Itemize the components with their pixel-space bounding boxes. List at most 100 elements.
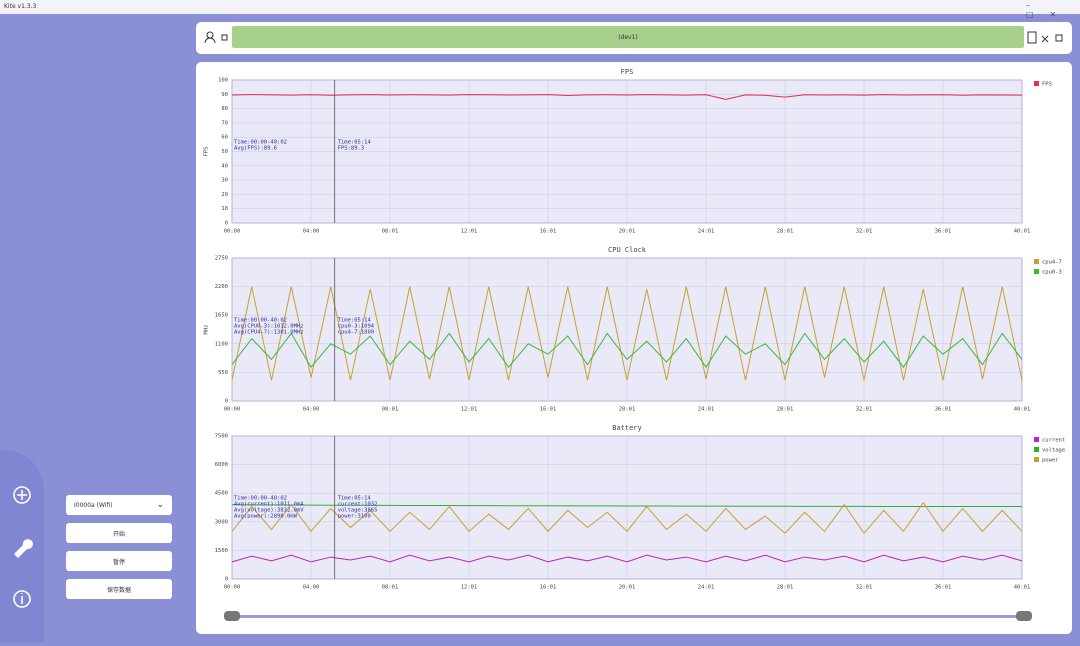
y-axis-label: FPS: [204, 147, 210, 157]
y-tick-label: 0: [225, 577, 228, 583]
x-tick-label: 20:01: [619, 229, 636, 235]
legend-swatch: [1034, 269, 1039, 274]
cursor-label: cpu4-7:1800: [338, 330, 374, 336]
x-tick-label: 16:01: [540, 229, 557, 235]
rail-icons[interactable]: [0, 450, 44, 642]
legend-label: FPS: [1042, 82, 1052, 88]
series-line: [231, 332, 1023, 369]
y-tick-label: 10: [221, 206, 228, 212]
y-tick-label: 90: [221, 92, 228, 98]
x-tick-label: 12:01: [461, 585, 478, 591]
dropdown-text: I0000a (Wifi): [74, 501, 113, 509]
legend-label: cpu4-7: [1042, 260, 1062, 266]
legend-swatch: [1034, 81, 1039, 86]
device-dropdown[interactable]: I0000a (Wifi) ⌄: [66, 495, 172, 515]
legend-swatch: [1034, 437, 1039, 442]
x-tick-label: 12:01: [461, 229, 478, 235]
annotation: Avg(voltage):3832.0mV: [234, 508, 304, 514]
cursor-label: Time:05:14: [338, 496, 372, 502]
x-tick-label: 24:01: [698, 229, 715, 235]
y-tick-label: 30: [221, 178, 228, 184]
x-tick-label: 04:00: [303, 585, 320, 591]
slider-track: [232, 615, 1022, 618]
user-icon[interactable]: [204, 30, 230, 46]
annotation: Time:00:00-40:02: [234, 318, 287, 324]
charts: FPS FPS 0 10 20 30 40 50 60 70 80 90 100 00:00 04:00 08…: [204, 68, 1065, 621]
annotation: Avg(CPU0-3):1012.0MHz: [234, 324, 304, 330]
cursor-label: Time:05:14: [338, 140, 372, 146]
start-button[interactable]: 开始: [66, 523, 172, 543]
y-tick-label: 1100: [215, 341, 228, 347]
cursor-label: power:3100: [338, 514, 371, 520]
pause-button[interactable]: 暂停: [66, 551, 172, 571]
x-tick-label: 20:01: [619, 407, 636, 413]
legend-label: cpu0-3: [1042, 270, 1062, 276]
x-tick-label: 28:01: [777, 585, 794, 591]
legend-label: current: [1042, 438, 1065, 444]
y-tick-label: 40: [221, 163, 228, 169]
icon-rail: [0, 450, 44, 642]
y-axis-label: MHz: [204, 325, 210, 335]
x-tick-label: 32:01: [856, 407, 873, 413]
window-controls[interactable]: –□✕: [1026, 1, 1073, 19]
y-tick-label: 4500: [215, 491, 228, 497]
slider-handle[interactable]: [1016, 611, 1032, 621]
x-tick-label: 16:01: [540, 407, 557, 413]
x-tick-label: 08:01: [382, 407, 399, 413]
legend-label: voltage: [1042, 448, 1065, 454]
x-tick-label: 28:01: [777, 229, 794, 235]
x-tick-label: 32:01: [856, 585, 873, 591]
x-tick-label: 36:01: [935, 585, 952, 591]
series-line: [231, 286, 1023, 381]
save-button[interactable]: 保存数据: [66, 579, 172, 599]
y-tick-label: 0: [225, 221, 228, 227]
x-tick-label: 28:01: [777, 407, 794, 413]
y-tick-label: 1650: [215, 313, 228, 319]
y-tick-label: 1500: [215, 548, 228, 554]
y-tick-label: 50: [221, 149, 228, 155]
toolbar: (dev1): [196, 22, 1072, 54]
legend-label: power: [1042, 458, 1059, 464]
cursor-label: FPS:89.3: [338, 146, 365, 152]
x-tick-label: 04:00: [303, 229, 320, 235]
slider-handle[interactable]: [224, 611, 240, 621]
y-tick-label: 3000: [215, 519, 228, 525]
x-tick-label: 20:01: [619, 585, 636, 591]
y-tick-label: 6000: [215, 462, 228, 468]
y-tick-label: 7500: [215, 434, 228, 440]
x-tick-label: 32:01: [856, 229, 873, 235]
annotation: Avg(power):2890.0mW: [234, 514, 298, 520]
y-tick-label: 80: [221, 106, 228, 112]
x-tick-label: 08:01: [382, 229, 399, 235]
x-tick-label: 40:01: [1014, 585, 1031, 591]
device-bar[interactable]: (dev1): [232, 26, 1024, 48]
cursor-label: Time:05:14: [338, 318, 372, 324]
x-tick-label: 00:00: [224, 407, 241, 413]
series-line: [231, 501, 1023, 535]
y-tick-label: 2200: [215, 284, 228, 290]
annotation: Avg(FPS):89.6: [234, 146, 277, 152]
x-tick-label: 08:01: [382, 585, 399, 591]
toolbar-icons[interactable]: [1026, 30, 1070, 46]
y-tick-label: 70: [221, 120, 228, 126]
annotation: Avg(current):1011.0mA: [234, 502, 304, 508]
y-tick-label: 20: [221, 192, 228, 198]
x-tick-label: 40:01: [1014, 229, 1031, 235]
chart-title: Battery: [612, 424, 642, 432]
legend-swatch: [1034, 259, 1039, 264]
cursor-label: cpu0-3:1094: [338, 324, 375, 330]
annotation: Avg(CPU4-7):1301.0MHz: [234, 330, 304, 336]
series-line: [231, 94, 1023, 100]
x-tick-label: 04:00: [303, 407, 320, 413]
x-tick-label: 24:01: [698, 585, 715, 591]
x-tick-label: 00:00: [224, 229, 241, 235]
chart-title: FPS: [621, 68, 634, 76]
x-tick-label: 00:00: [224, 585, 241, 591]
chart-title: CPU Clock: [608, 246, 647, 254]
x-tick-label: 40:01: [1014, 407, 1031, 413]
annotation: Time:00:00-40:02: [234, 496, 287, 502]
series-line: [231, 504, 1022, 508]
x-tick-label: 36:01: [935, 407, 952, 413]
title-bar: Kite v1.3.3 –□✕: [0, 0, 1080, 19]
